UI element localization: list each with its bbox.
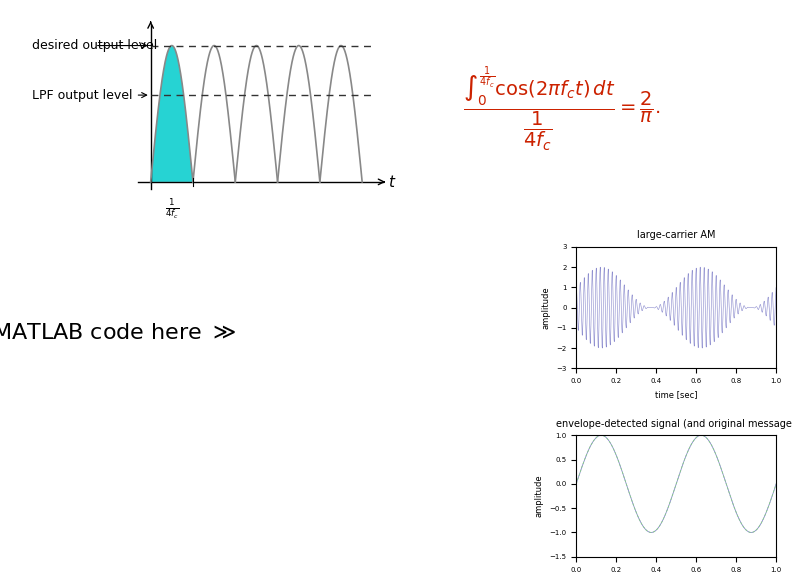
Title: large-carrier AM: large-carrier AM (637, 231, 715, 241)
Text: $\dfrac{\int_0^{\frac{1}{4f_c}} \cos(2\pi f_c t)\,dt}{\dfrac{1}{4f_c}} = \dfrac{: $\dfrac{\int_0^{\frac{1}{4f_c}} \cos(2\p… (463, 65, 660, 154)
X-axis label: time [sec]: time [sec] (655, 390, 698, 399)
Text: $\ll$ MATLAB code here $\gg$: $\ll$ MATLAB code here $\gg$ (0, 323, 237, 343)
Text: $t$: $t$ (387, 174, 396, 190)
Text: desired output level: desired output level (32, 39, 158, 52)
Y-axis label: amplitude: amplitude (535, 475, 544, 517)
Y-axis label: amplitude: amplitude (542, 286, 550, 329)
Text: $\frac{1}{4f_c}$: $\frac{1}{4f_c}$ (165, 198, 179, 222)
Polygon shape (150, 45, 193, 182)
Title: envelope-detected signal (and original message): envelope-detected signal (and original m… (557, 419, 792, 429)
Text: LPF output level: LPF output level (32, 88, 147, 102)
